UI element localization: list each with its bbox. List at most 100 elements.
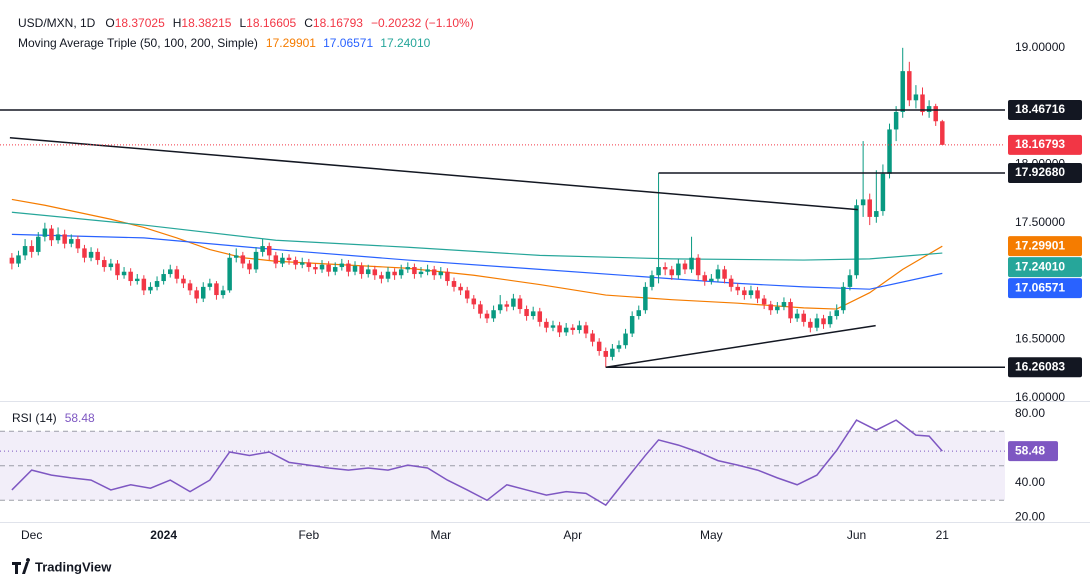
- candle-body: [161, 274, 166, 282]
- candle-body: [299, 262, 305, 265]
- candle-body: [75, 239, 81, 249]
- symbol-title: USD/MXN, 1D: [18, 16, 96, 30]
- indicator-value: 58.48: [65, 411, 95, 425]
- candle-body: [365, 269, 371, 275]
- candle-body: [273, 255, 279, 264]
- y-tick-label: 80.00: [1015, 406, 1045, 420]
- candle-body: [768, 304, 773, 311]
- candle-body: [174, 269, 180, 279]
- candle-body: [577, 325, 582, 331]
- rsi-tag-label: 58.48: [1015, 443, 1045, 457]
- y-tick-label: 19.00000: [1015, 40, 1065, 54]
- candle-body: [629, 316, 635, 334]
- candle-body: [874, 211, 879, 217]
- x-tick-label: Apr: [563, 528, 582, 542]
- candle-body: [233, 255, 239, 258]
- price-tag-label: 16.26083: [1015, 359, 1065, 373]
- indicator-title: Moving Average Triple (50, 100, 200, Sim…: [18, 36, 258, 50]
- x-tick-label: Feb: [298, 528, 319, 542]
- candle-body: [867, 199, 872, 217]
- candle-body: [148, 286, 153, 291]
- candle-body: [194, 290, 199, 299]
- candle-body: [135, 278, 140, 282]
- candle-body: [141, 278, 147, 291]
- candle-body: [887, 129, 892, 174]
- candle-body: [121, 271, 127, 276]
- ohlc-value: 18.16793: [313, 16, 363, 30]
- indicator-value: 17.29901: [266, 36, 316, 50]
- x-tick-label: 2024: [150, 528, 177, 542]
- candle-body: [544, 321, 549, 328]
- price-tag-label: 17.24010: [1015, 259, 1065, 273]
- candle-body: [847, 275, 853, 287]
- candle-body: [102, 260, 107, 268]
- candle-body: [755, 290, 760, 299]
- candle-body: [187, 283, 193, 291]
- candle-body: [933, 106, 938, 122]
- candle-body: [201, 286, 206, 299]
- candle-body: [550, 325, 556, 328]
- candle-body: [266, 246, 272, 256]
- candle-body: [69, 239, 74, 244]
- candle-body: [247, 263, 252, 270]
- candle-body: [735, 286, 740, 291]
- candle-body: [128, 271, 133, 282]
- candle-body: [781, 302, 787, 307]
- candle-body: [464, 290, 470, 299]
- candle-body: [49, 228, 54, 241]
- candle-body: [801, 313, 806, 322]
- candle-body: [497, 304, 503, 311]
- candle-body: [860, 199, 866, 206]
- ohlc-value: 18.38215: [181, 16, 231, 30]
- candle-body: [29, 246, 34, 252]
- candle-body: [616, 345, 622, 349]
- candle-body: [907, 71, 912, 101]
- candle-body: [253, 251, 259, 270]
- price-tag: [1008, 357, 1082, 378]
- candle-body: [834, 310, 839, 317]
- candle-body: [676, 263, 681, 276]
- legend-rsi: RSI (14) 58.48: [12, 411, 95, 425]
- y-tick-label: 40.00: [1015, 475, 1045, 489]
- trendline: [605, 324, 876, 368]
- x-tick-label: 21: [936, 528, 950, 542]
- x-tick-label: May: [700, 528, 723, 542]
- candle-body: [418, 271, 424, 275]
- candle-body: [319, 264, 325, 270]
- candle-body: [583, 325, 589, 334]
- candle-body: [742, 290, 747, 296]
- rsi-line: [11, 419, 943, 507]
- brand-name: TradingView: [35, 559, 112, 574]
- candle-body: [636, 310, 642, 317]
- price-tag: [1008, 99, 1082, 120]
- y-tick-label: 16.00000: [1015, 390, 1065, 404]
- candle-body: [478, 304, 483, 314]
- candle-body: [405, 267, 411, 270]
- candle-body: [504, 304, 510, 307]
- candle-body: [590, 333, 595, 342]
- candle-body: [821, 318, 826, 325]
- ohlc-label: H: [173, 16, 182, 30]
- candle-body: [425, 269, 430, 272]
- candle-body: [220, 290, 226, 296]
- candle-body: [623, 333, 628, 346]
- candle-body: [926, 106, 932, 112]
- candle-body: [385, 271, 391, 279]
- candle-body: [563, 327, 569, 333]
- ohlc-value: 18.37025: [115, 16, 165, 30]
- candle-body: [181, 278, 186, 284]
- candle-body: [570, 327, 576, 331]
- candle-body: [827, 316, 833, 325]
- candle-body: [702, 275, 707, 282]
- candle-body: [841, 286, 846, 311]
- candle-body: [88, 251, 94, 258]
- candle-body: [893, 111, 899, 130]
- y-tick-label: 20.00: [1015, 510, 1045, 524]
- candle-body: [900, 71, 905, 112]
- candle-body: [227, 257, 232, 291]
- candle-body: [168, 269, 173, 275]
- candle-body: [458, 286, 463, 291]
- price-tag-label: 17.06571: [1015, 280, 1065, 294]
- x-tick-label: Jun: [847, 528, 866, 542]
